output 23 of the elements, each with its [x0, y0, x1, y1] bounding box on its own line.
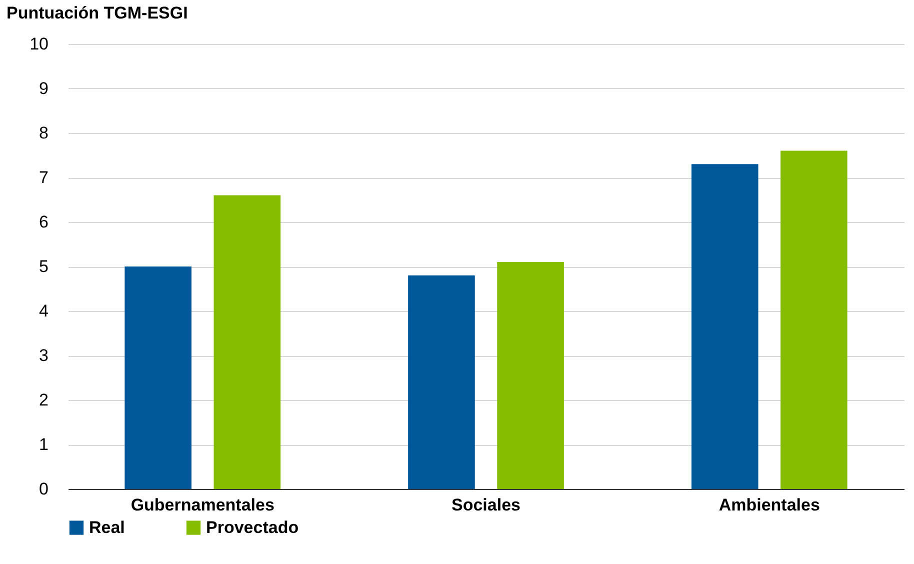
y-tick-label: 5: [39, 257, 48, 276]
bar: [691, 164, 758, 489]
y-tick-label: 10: [30, 34, 48, 54]
legend-label: Provectado: [206, 518, 299, 537]
y-tick-label: 3: [39, 346, 48, 365]
y-tick-label: 1: [39, 435, 48, 454]
x-tick-label: Ambientales: [718, 496, 820, 514]
bar: [214, 195, 281, 489]
y-tick-label: 0: [39, 480, 48, 498]
y-tick-label: 7: [39, 168, 48, 187]
bar: [408, 275, 475, 489]
bar: [780, 150, 848, 489]
bar: [497, 262, 564, 489]
y-tick-label: 9: [39, 79, 48, 98]
y-axis-title: Puntuación TGM-ESGI: [6, 4, 188, 22]
y-tick-label: 4: [39, 302, 48, 320]
y-tick-label: 6: [39, 212, 48, 232]
legend-label: Real: [89, 518, 125, 537]
bar: [124, 266, 192, 489]
x-tick-label: Gubernamentales: [130, 496, 274, 514]
x-tick-label: Sociales: [452, 496, 520, 514]
y-tick-label: 8: [39, 124, 48, 142]
y-tick-label: 2: [39, 390, 48, 410]
